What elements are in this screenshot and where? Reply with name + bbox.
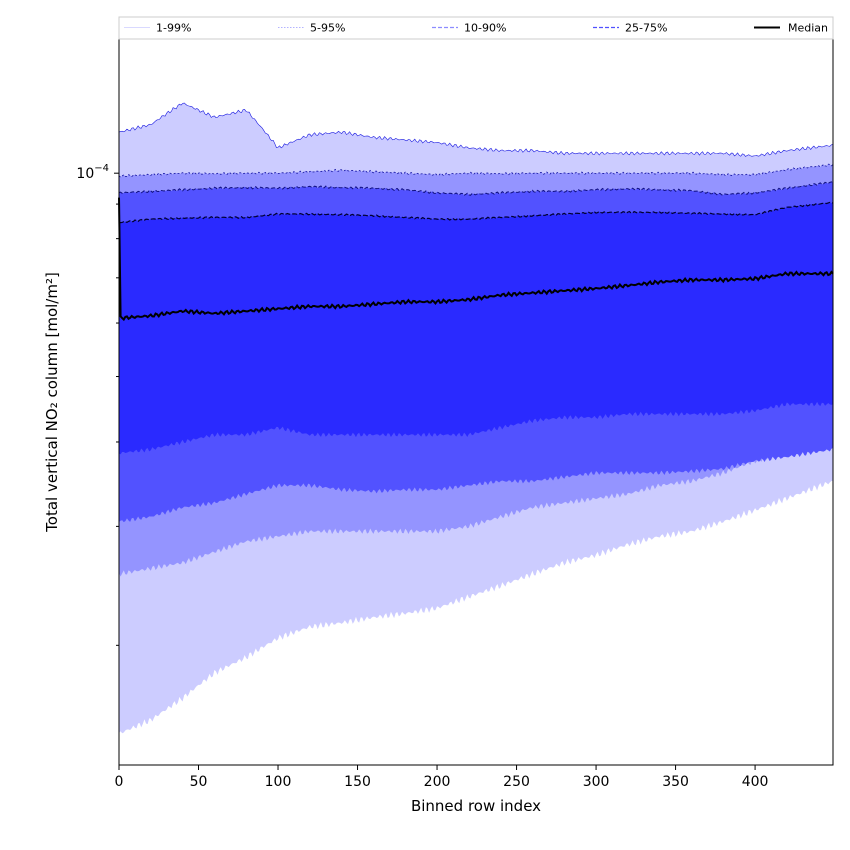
percentile-lines xyxy=(118,102,834,322)
legend-label: 10-90% xyxy=(464,22,506,35)
x-axis-label: Binned row index xyxy=(411,797,541,815)
x-tick-label: 0 xyxy=(115,774,124,790)
line-75 xyxy=(118,201,834,224)
x-axis: 0 50 100 150 200 250 300 350 400 xyxy=(115,765,769,790)
x-tick-label: 400 xyxy=(742,774,769,790)
band-25-75 xyxy=(119,202,833,455)
legend-label: 1-99% xyxy=(156,22,191,35)
legend-label: 5-95% xyxy=(310,22,345,35)
legend: 1-99% 5-95% 10-90% 25-75% Median xyxy=(118,16,834,40)
y-axis: 10−4 xyxy=(76,163,119,646)
x-tick-label: 350 xyxy=(662,774,689,790)
x-tick-label: 250 xyxy=(503,774,530,790)
x-tick-label: 150 xyxy=(344,774,371,790)
legend-label: Median xyxy=(788,22,828,35)
legend-label: 25-75% xyxy=(625,22,667,35)
x-tick-label: 50 xyxy=(190,774,208,790)
line-median xyxy=(118,197,834,322)
line-99 xyxy=(118,102,834,157)
x-tick-label: 100 xyxy=(265,774,292,790)
y-major-tick-label: 10−4 xyxy=(76,163,109,182)
x-tick-label: 200 xyxy=(424,774,451,790)
percentile-bands xyxy=(119,102,833,734)
y-axis-label: Total vertical NO₂ column [mol/m²] xyxy=(43,272,61,533)
legend-box xyxy=(118,16,834,40)
line-90 xyxy=(118,181,834,196)
x-tick-label: 300 xyxy=(583,774,610,790)
